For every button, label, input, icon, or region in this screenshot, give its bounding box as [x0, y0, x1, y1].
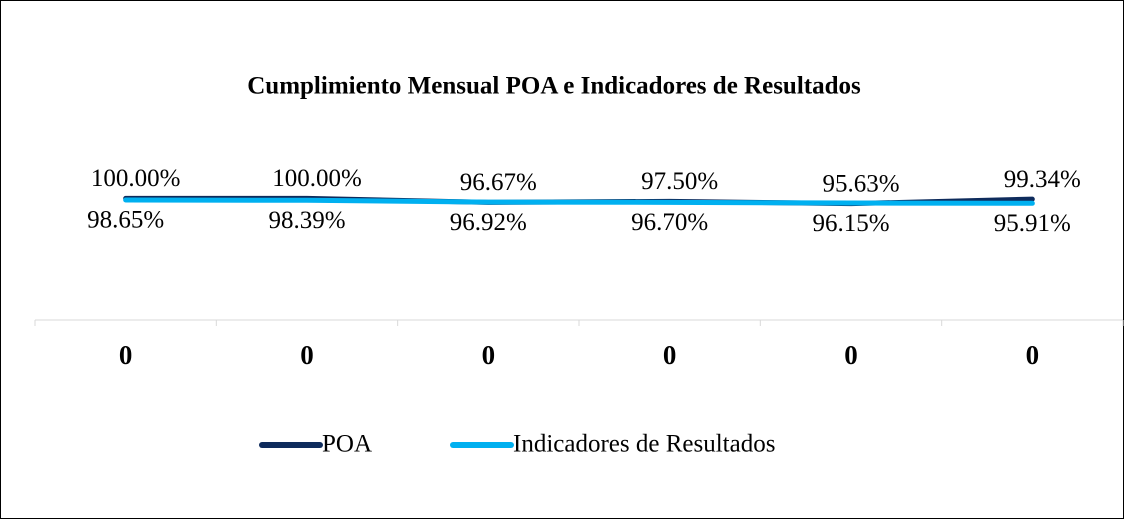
data-label: 96.92%: [450, 209, 527, 236]
data-label: 97.50%: [641, 168, 718, 195]
legend-label: Indicadores de Resultados: [513, 431, 775, 458]
data-label: 95.91%: [994, 210, 1071, 237]
x-tick-label: 0: [119, 340, 133, 370]
data-label: 95.63%: [822, 170, 899, 197]
x-tick-label: 0: [663, 340, 677, 370]
data-label: 96.67%: [460, 169, 537, 196]
legend-label: POA: [322, 431, 372, 458]
chart-title: Cumplimiento Mensual POA e Indicadores d…: [247, 73, 861, 100]
x-tick-label: 0: [300, 340, 314, 370]
series-line: [123, 197, 1035, 206]
data-label: 100.00%: [91, 165, 181, 192]
x-tick-label: 0: [844, 340, 858, 370]
data-label: 98.39%: [268, 207, 345, 234]
data-label: 96.15%: [812, 210, 889, 237]
data-label: 99.34%: [1004, 166, 1081, 193]
x-tick-label: 0: [1026, 340, 1040, 370]
data-label: 100.00%: [272, 165, 362, 192]
data-label: 98.65%: [87, 207, 164, 234]
x-tick-label: 0: [482, 340, 496, 370]
data-label: 96.70%: [631, 209, 708, 236]
